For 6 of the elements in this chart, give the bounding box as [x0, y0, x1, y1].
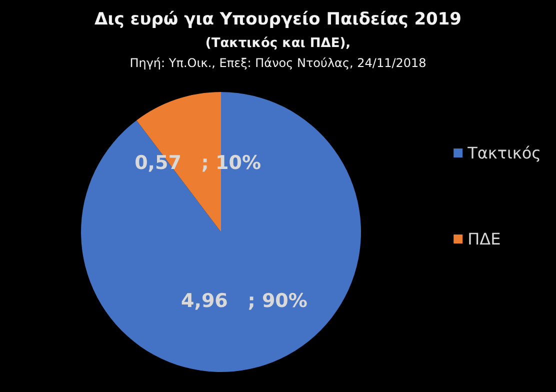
- legend-label: ΠΔΕ: [468, 230, 501, 248]
- data-label: 4,96 ; 90%: [181, 290, 308, 312]
- chart-subtitle: (Τακτικός και ΠΔΕ),: [205, 36, 351, 51]
- chart-title: Δις ευρώ για Υπουργείο Παιδείας 2019: [94, 10, 462, 30]
- legend-label: Τακτικός: [466, 144, 541, 162]
- text: Πηγή: Υπ.Οικ., Επεξ: Πάνος Ντούλας, 24/11/2018: [130, 56, 426, 70]
